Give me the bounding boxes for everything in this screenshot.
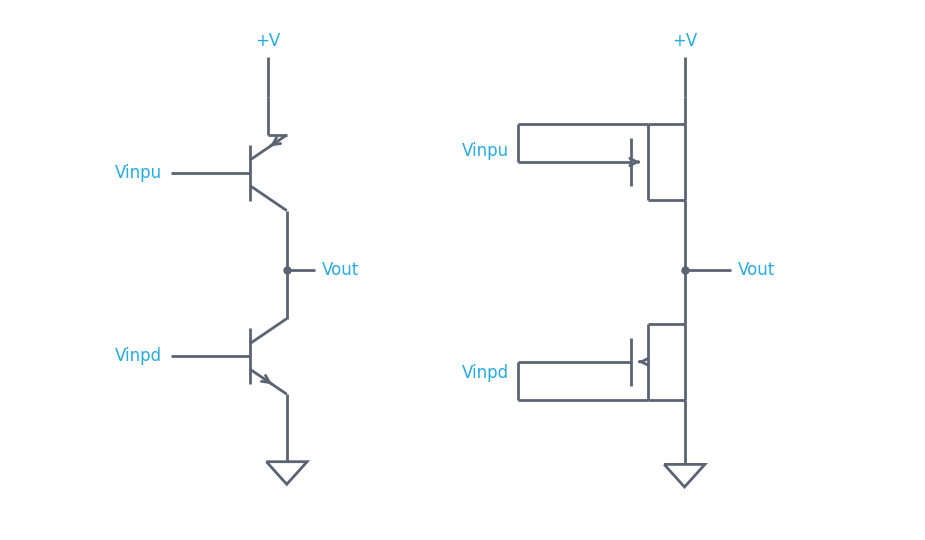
- Text: Vout: Vout: [322, 261, 359, 279]
- Text: Vinpu: Vinpu: [115, 164, 162, 182]
- Text: Vinpu: Vinpu: [462, 142, 509, 160]
- Text: Vout: Vout: [738, 261, 775, 279]
- Text: Vinpd: Vinpd: [115, 347, 162, 366]
- Text: +V: +V: [255, 32, 281, 50]
- Text: +V: +V: [672, 32, 697, 50]
- Text: Vinpd: Vinpd: [462, 363, 509, 382]
